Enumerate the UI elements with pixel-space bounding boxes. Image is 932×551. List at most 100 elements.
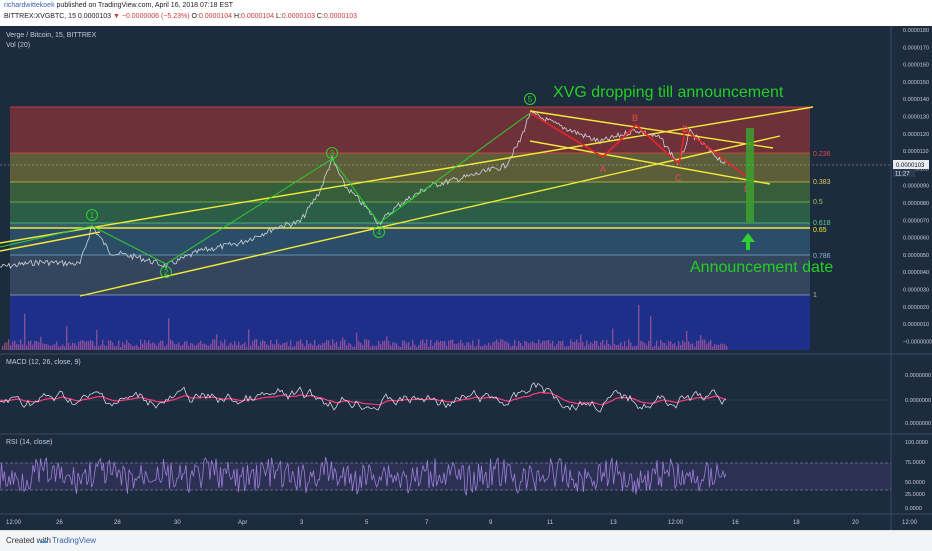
- triangle-upper-line: [529, 110, 774, 149]
- volume-bar: [694, 346, 696, 350]
- fib-label-065: 0.65: [813, 227, 827, 234]
- volume-bar: [206, 344, 208, 350]
- volume-bar: [680, 344, 682, 350]
- volume-bar: [656, 340, 658, 350]
- price-axis-label: 0.0000120: [903, 132, 929, 138]
- volume-bar: [702, 339, 704, 350]
- volume-bar: [382, 341, 384, 350]
- time-axis[interactable]: 12:00 26 28 30 Apr 3 5 7 9 11 13 12:00 16 18 20 12:00: [6, 520, 918, 526]
- macd-pane: MACD (12, 26, close, 9): [0, 359, 891, 413]
- volume-bar: [388, 341, 390, 350]
- volume-bar: [600, 342, 602, 350]
- volume-bar: [414, 344, 416, 350]
- volume-bar: [550, 343, 552, 350]
- volume-bar: [92, 341, 94, 350]
- footer-bar: Created with ☁ TradingView: [0, 530, 932, 551]
- wave-marker-5: 5: [524, 93, 536, 105]
- volume-bar: [278, 343, 280, 350]
- volume-bar: [252, 341, 254, 350]
- volume-bar: [200, 340, 202, 350]
- volume-bar: [40, 336, 42, 350]
- volume-bar: [536, 343, 538, 350]
- volume-bar: [368, 340, 370, 350]
- volume-bar: [452, 339, 454, 350]
- volume-bar: [202, 343, 204, 350]
- price-axis-label: 0.0000080: [903, 201, 929, 207]
- volume-bar: [68, 342, 70, 350]
- price-axis[interactable]: 0.0000180 0.0000170 0.0000160 0.0000150 0.00…: [903, 28, 932, 345]
- time-axis-label: 18: [793, 520, 800, 526]
- volume-bar: [662, 342, 664, 350]
- volume-bar: [342, 337, 344, 350]
- volume-bar: [156, 345, 158, 350]
- price-axis-label: 0.0000020: [903, 305, 929, 311]
- volume-bar: [360, 342, 362, 350]
- volume-bar: [616, 345, 618, 350]
- volume-bar: [24, 313, 26, 350]
- volume-bar: [392, 342, 394, 350]
- time-axis-label: 30: [174, 520, 181, 526]
- price-axis-label: 0.0000100: [903, 166, 929, 172]
- volume-bar: [428, 346, 430, 350]
- volume-bar: [162, 340, 164, 350]
- fib-labels: 0.236 0.383 0.5 0.618 0.65 0.786 1: [813, 151, 831, 299]
- volume-bar: [224, 339, 226, 350]
- volume-bar: [38, 342, 40, 350]
- author-link[interactable]: richardwittekoek: [4, 2, 55, 9]
- volume-bar: [424, 343, 426, 350]
- ohlc-open-label: O:: [191, 13, 199, 20]
- volume-bar: [412, 339, 414, 350]
- price-axis-label: 0.0000110: [903, 149, 929, 155]
- volume-bar: [234, 340, 236, 350]
- volume-bar: [2, 345, 4, 350]
- volume-bar: [164, 346, 166, 350]
- volume-bar: [704, 339, 706, 350]
- volume-bar: [490, 345, 492, 350]
- volume-bar: [18, 344, 20, 350]
- volume-bar: [88, 341, 90, 350]
- volume-bar: [504, 341, 506, 350]
- volume-bar: [594, 340, 596, 350]
- volume-bar: [310, 343, 312, 350]
- svg-text:3: 3: [330, 149, 335, 158]
- volume-bar: [178, 342, 180, 350]
- volume-bar: [636, 345, 638, 350]
- volume-bar: [260, 341, 262, 350]
- volume-bar: [618, 344, 620, 350]
- volume-bar: [426, 339, 428, 350]
- volume-bar: [396, 343, 398, 350]
- symbol-name: BITTREX:XVGBTC, 15: [4, 13, 76, 20]
- volume-bar: [688, 341, 690, 350]
- volume-bar: [712, 346, 714, 350]
- volume-bar: [716, 344, 718, 350]
- volume-bar: [510, 346, 512, 350]
- volume-bar: [498, 341, 500, 350]
- volume-bar: [586, 340, 588, 350]
- volume-bar: [554, 346, 556, 350]
- volume-bar: [686, 331, 688, 350]
- volume-bar: [186, 341, 188, 350]
- chart-canvas[interactable]: 0.236 0.383 0.5 0.618 0.65 0.786 1: [0, 26, 932, 530]
- fib-label-0786: 0.786: [813, 253, 831, 260]
- volume-bar: [274, 344, 276, 350]
- volume-bar: [160, 340, 162, 350]
- volume-bar: [418, 344, 420, 350]
- volume-bar: [66, 326, 68, 350]
- time-axis-label: 3: [300, 520, 304, 526]
- volume-bar: [158, 342, 160, 350]
- volume-bar: [106, 345, 108, 350]
- price-axis-label: 0.0000090: [903, 184, 929, 190]
- volume-bar: [596, 340, 598, 350]
- price-badge: 0.0000103 11:27: [893, 160, 929, 178]
- footer-brand[interactable]: TradingView: [52, 536, 97, 545]
- volume-bar: [642, 341, 644, 350]
- volume-bar: [302, 343, 304, 350]
- volume-bar: [222, 343, 224, 350]
- volume-bar: [350, 344, 352, 350]
- volume-bar: [130, 344, 132, 350]
- ohlc-low: 0.0000103: [281, 13, 315, 20]
- volume-bar: [204, 343, 206, 350]
- volume-bar: [700, 335, 702, 350]
- volume-bar: [674, 343, 676, 350]
- volume-bar: [8, 339, 10, 350]
